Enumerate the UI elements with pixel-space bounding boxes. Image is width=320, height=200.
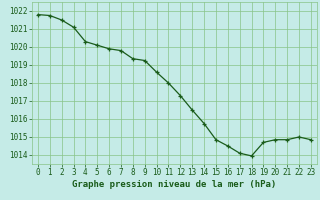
X-axis label: Graphe pression niveau de la mer (hPa): Graphe pression niveau de la mer (hPa) <box>72 180 276 189</box>
